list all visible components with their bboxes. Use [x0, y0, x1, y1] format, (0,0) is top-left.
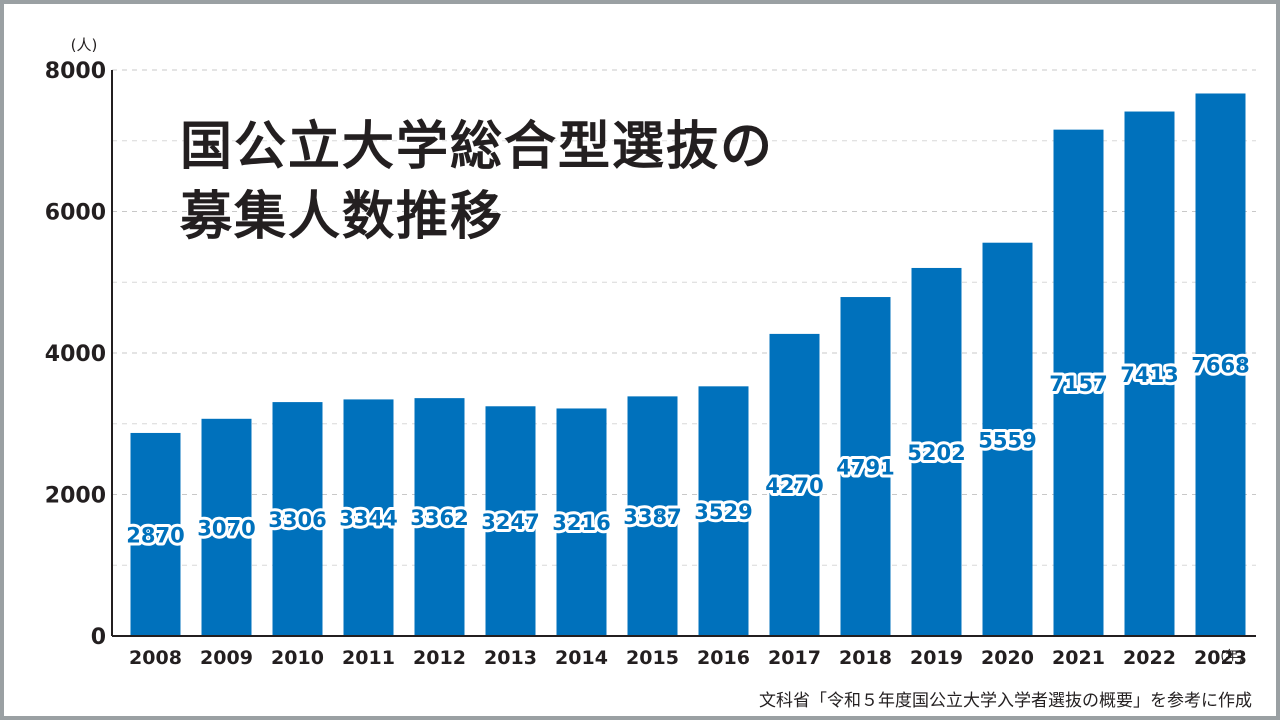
data-label: 3529: [694, 500, 752, 524]
data-label: 3344: [339, 507, 397, 531]
bar: [911, 267, 962, 636]
data-label: 3070: [197, 516, 255, 540]
source-note: 文科省「令和５年度国公立大学入学者選抜の概要」を参考に作成: [759, 691, 1252, 711]
bar: [1124, 111, 1175, 636]
bar: [769, 333, 820, 636]
x-tick-label: 2023: [1194, 647, 1247, 669]
bar: [627, 396, 678, 636]
y-tick-label: 6000: [45, 201, 106, 226]
data-label: 3387: [623, 505, 681, 529]
x-tick-label: 2020: [981, 647, 1034, 669]
bar: [840, 297, 891, 636]
bar: [130, 432, 181, 636]
bar: [272, 402, 323, 636]
data-label: 7413: [1120, 363, 1178, 387]
x-tick-label: 2013: [484, 647, 537, 669]
y-tick-label: 8000: [45, 59, 106, 84]
x-tick-label: 2017: [768, 647, 821, 669]
data-label: 4791: [836, 456, 894, 480]
bar: [414, 398, 465, 636]
data-label: 4270: [765, 474, 823, 498]
bar: [982, 242, 1033, 636]
data-label: 5559: [978, 428, 1036, 452]
x-tick-label: 2018: [839, 647, 892, 669]
data-label: 3247: [481, 510, 539, 534]
x-tick-label: 2014: [555, 647, 608, 669]
x-tick-label: 2019: [910, 647, 963, 669]
x-tick-label: 2016: [697, 647, 750, 669]
bar: [1195, 93, 1246, 636]
y-tick-label: 2000: [45, 484, 106, 509]
bar: [556, 408, 607, 636]
bar-chart: 0 2000 4000 6000 8000 (人) 2870 2008 3070 2009 3306…: [45, 36, 1256, 669]
bar: [698, 386, 749, 636]
bar: [1053, 129, 1104, 636]
chart-title-line-1: 国公立大学総合型選抜の: [180, 117, 775, 177]
bar: [343, 399, 394, 636]
y-tick-label: 4000: [45, 342, 106, 367]
bar: [485, 406, 536, 636]
x-tick-label: 2010: [271, 647, 324, 669]
data-label: 3306: [268, 508, 326, 532]
x-tick-label: 2015: [626, 647, 679, 669]
chart-title: 国公立大学総合型選抜の 募集人数推移: [180, 112, 774, 252]
bar: [201, 418, 252, 636]
y-tick-label: 0: [91, 625, 106, 650]
x-tick-label: 2012: [413, 647, 466, 669]
x-tick-label: 2022: [1123, 647, 1176, 669]
chart-frame: 0 2000 4000 6000 8000 (人) 2870 2008 3070 2009 3306…: [4, 4, 1276, 716]
data-label: 3216: [552, 511, 610, 535]
x-tick-label: 2011: [342, 647, 395, 669]
data-label: 7157: [1049, 372, 1107, 396]
x-unit-label: (年): [1220, 649, 1243, 664]
x-tick-label: 2009: [200, 647, 253, 669]
chart-title-line-2: 募集人数推移: [180, 187, 505, 247]
y-unit-label: (人): [71, 36, 98, 54]
data-label: 2870: [126, 523, 184, 547]
x-tick-label: 2021: [1052, 647, 1105, 669]
data-label: 7668: [1191, 354, 1249, 378]
data-label: 3362: [410, 506, 468, 530]
data-label: 5202: [907, 441, 965, 465]
x-tick-label: 2008: [129, 647, 182, 669]
